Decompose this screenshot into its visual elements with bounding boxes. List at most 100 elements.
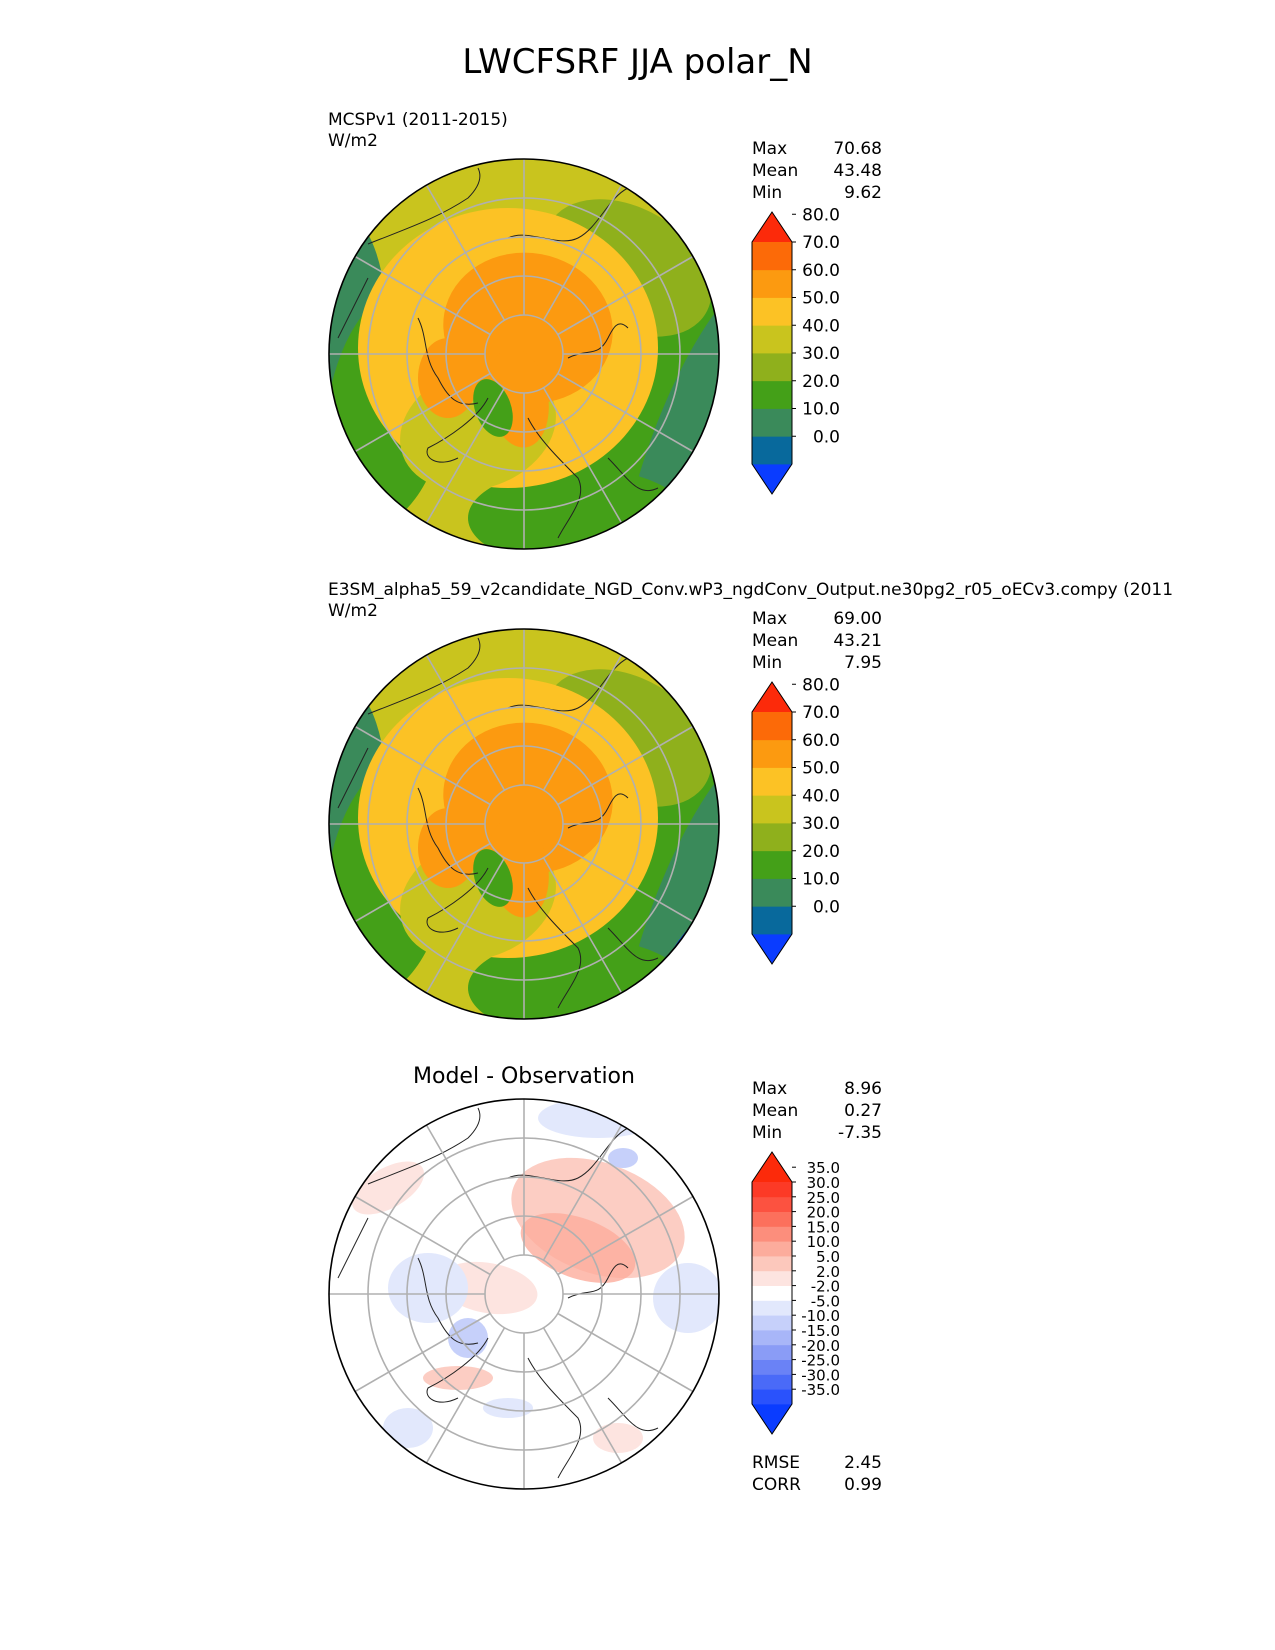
colorbar-tick-label: 50.0 (802, 289, 840, 309)
colorbar-segment (752, 1270, 792, 1286)
colorbar-tick-label: 60.0 (802, 731, 840, 751)
colorbar-extend-max (752, 682, 792, 712)
colorbar-segment (752, 767, 792, 796)
meridian-line (354, 372, 491, 453)
diff-blue-baffin (448, 1318, 488, 1358)
meridian-line (354, 725, 491, 806)
panel1-stat-mean: Mean 43.48 (752, 161, 882, 181)
colorbar-segment (752, 823, 792, 852)
meridian-line (354, 1195, 491, 1276)
panel2-stat-max: Max 69.00 (752, 609, 882, 629)
colorbar-tick-label: 35.0 (807, 1159, 840, 1177)
map-boundary (328, 1098, 720, 1490)
colorbar-extend-max (752, 212, 792, 242)
panel1-colorbar: 0.0 10.0 20.0 30.0 40.0 50.0 60.0 70.0 80.0 (751, 205, 840, 495)
coastline (367, 167, 481, 245)
field-orange-archipelago (418, 808, 478, 888)
panel2-polar-map (328, 628, 720, 1020)
colorbar-segment (752, 1389, 792, 1405)
colorbar-tick-label: -10.0 (801, 1307, 840, 1325)
meridian-line (354, 255, 491, 336)
panel3-metric-corr: CORR 0.99 (752, 1475, 882, 1495)
map-boundary (328, 628, 720, 1020)
colorbar-tick-label: 40.0 (802, 316, 840, 336)
colorbar-tick-label: 30.0 (802, 814, 840, 834)
meridian-line (425, 857, 506, 994)
meridian-line (542, 1327, 623, 1464)
panel2-stat-min: Min 7.95 (752, 653, 882, 673)
diff-red-labrador (423, 1366, 493, 1390)
coastline (567, 793, 629, 829)
meridian-line (557, 842, 694, 923)
colorbar-segment (752, 1315, 792, 1331)
diff-blue-pacific (653, 1263, 719, 1333)
coastline (607, 927, 659, 962)
colorbar-outline (751, 211, 793, 495)
colorbar-segment (752, 1330, 792, 1346)
coastline (527, 887, 582, 1009)
diff-blue-southwest (383, 1408, 433, 1448)
colorbar-extend-min (752, 464, 792, 494)
colorbar-segment (752, 739, 792, 768)
colorbar-segment (752, 408, 792, 437)
colorbar-segment (752, 380, 792, 409)
colorbar-segment (752, 906, 792, 935)
map-boundary (328, 158, 720, 550)
panel1-polar-map (328, 158, 720, 550)
colorbar-tick-label: -35.0 (801, 1381, 840, 1399)
colorbar-tick-label: 2.0 (816, 1263, 840, 1281)
colorbar-segment (752, 242, 792, 271)
meridian-line (557, 1195, 694, 1276)
coastline (607, 457, 659, 492)
colorbar-tick-label: 80.0 (802, 205, 840, 225)
panel3-stat-mean: Mean 0.27 (752, 1101, 882, 1121)
panel3-stat-max: Max 8.96 (752, 1079, 882, 1099)
colorbar-tick-label: -2.0 (811, 1278, 840, 1296)
colorbar-tick-label: 50.0 (802, 759, 840, 779)
colorbar-tick-label: 5.0 (816, 1248, 840, 1266)
colorbar-segment (752, 436, 792, 465)
colorbar-tick-label: 25.0 (807, 1189, 840, 1207)
colorbar-extend-max (752, 1152, 792, 1182)
coastline (527, 1357, 582, 1479)
colorbar-tick-label: -20.0 (801, 1337, 840, 1355)
colorbar-tick-label: -30.0 (801, 1366, 840, 1384)
panel3-polar-map (328, 1098, 720, 1490)
colorbar-segment (752, 712, 792, 741)
colorbar-tick-label: -15.0 (801, 1322, 840, 1340)
colorbar-tick-label: 15.0 (807, 1218, 840, 1236)
meridian-line (542, 857, 623, 994)
meridian-line (425, 654, 506, 791)
colorbar-segment (752, 1196, 792, 1212)
colorbar-segment (752, 269, 792, 298)
colorbar-tick-label: 70.0 (802, 233, 840, 253)
panel1-title-line1: MCSPv1 (2011-2015) (328, 110, 508, 130)
panel2-stats: Max 69.00 Mean 43.21 Min 7.95 (752, 608, 882, 674)
coastline (567, 323, 629, 359)
colorbar-segment (752, 1226, 792, 1242)
colorbar-outline (751, 1151, 793, 1435)
colorbar-segment (752, 325, 792, 354)
panel3-stats: Max 8.96 Mean 0.27 Min -7.35 (752, 1078, 882, 1144)
colorbar-segment (752, 297, 792, 326)
colorbar-tick-label: 30.0 (807, 1174, 840, 1192)
diff-blue-archipelago (388, 1253, 468, 1323)
colorbar-tick-label: 20.0 (802, 842, 840, 862)
colorbar-segment (752, 1374, 792, 1390)
meridian-line (425, 184, 506, 321)
panel1-stat-max: Max 70.68 (752, 139, 882, 159)
panel3-metrics: RMSE 2.45 CORR 0.99 (752, 1452, 882, 1496)
panel3-metric-rmse: RMSE 2.45 (752, 1453, 882, 1473)
coastline (417, 317, 479, 405)
panel1-stats: Max 70.68 Mean 43.48 Min 9.62 (752, 138, 882, 204)
coastline (337, 1217, 369, 1279)
field-orange-archipelago (418, 338, 478, 418)
meridian-line (557, 372, 694, 453)
panel3-stat-min: Min -7.35 (752, 1123, 882, 1143)
coastline (337, 747, 369, 809)
meridian-line (557, 1312, 694, 1393)
colorbar-tick-label: 0.0 (813, 427, 840, 447)
colorbar-segment (752, 1241, 792, 1257)
colorbar-tick-label: 20.0 (802, 372, 840, 392)
panel2-colorbar: 0.0 10.0 20.0 30.0 40.0 50.0 60.0 70.0 80.0 (751, 675, 840, 965)
